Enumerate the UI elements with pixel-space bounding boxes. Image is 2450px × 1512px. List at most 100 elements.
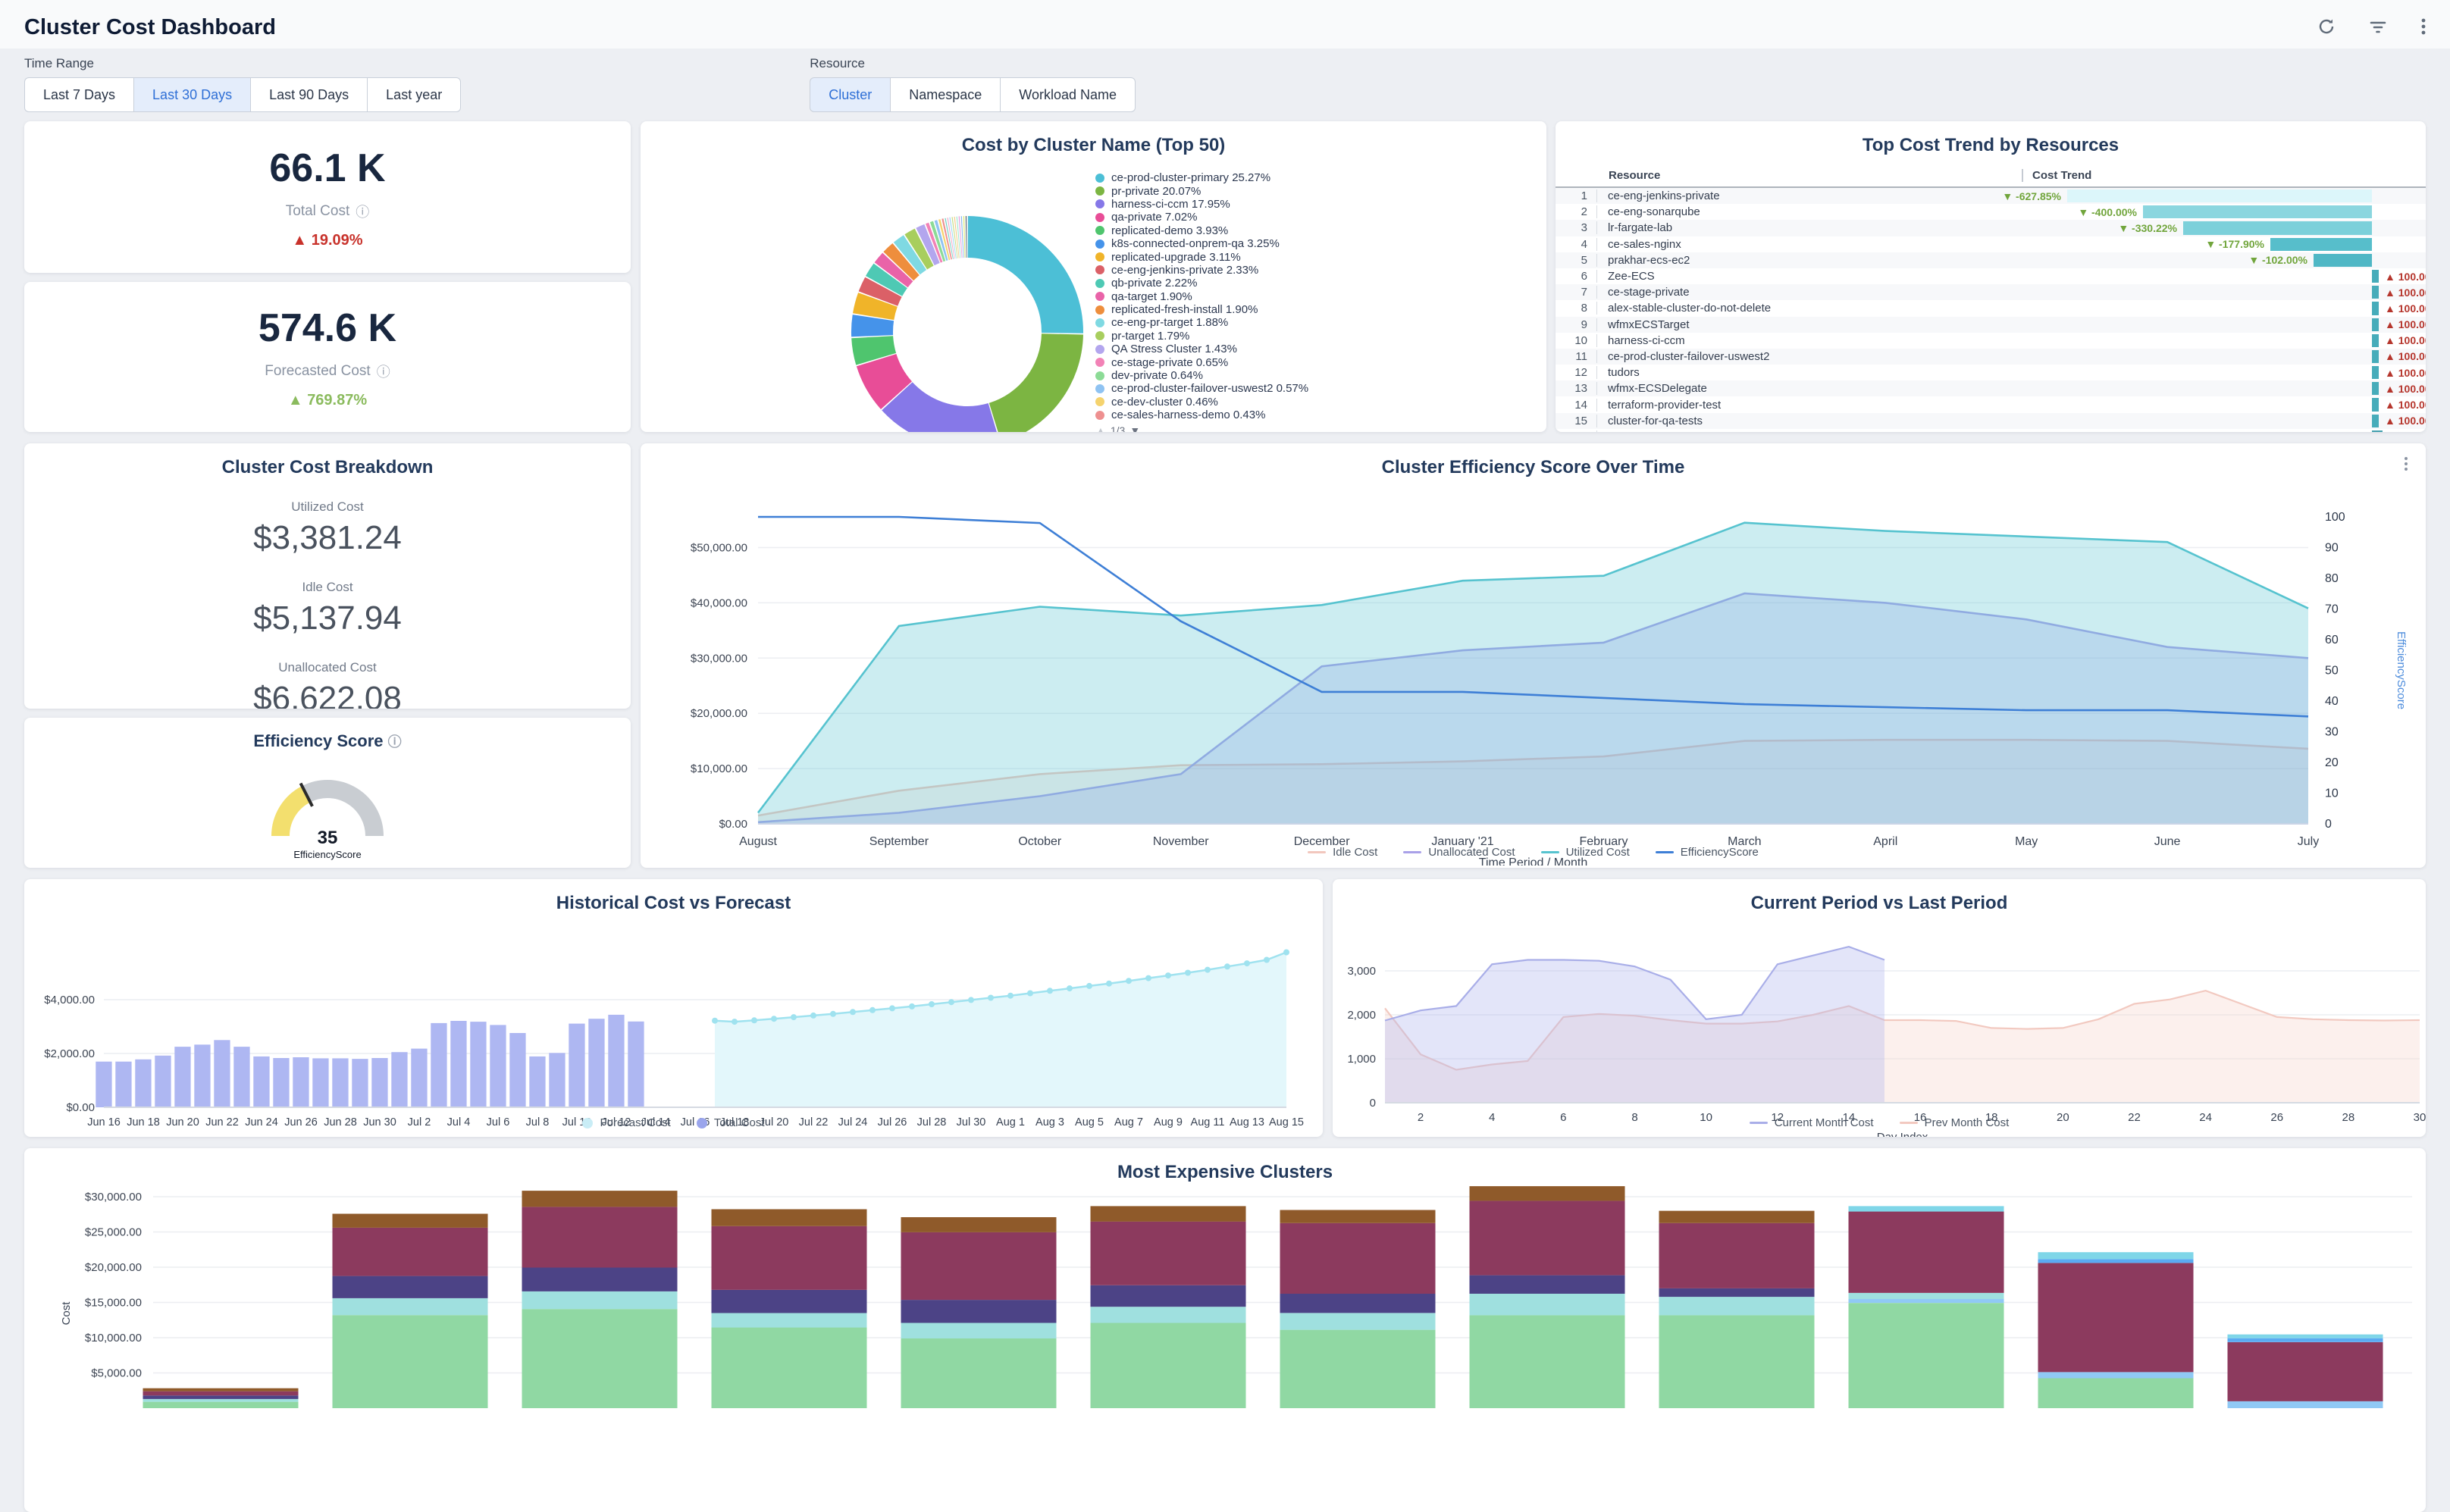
legend-item[interactable]: dev-private 0.64% xyxy=(1095,369,1308,382)
legend-item[interactable]: Total Cost xyxy=(696,1116,765,1129)
svg-text:Aug 13: Aug 13 xyxy=(1230,1116,1264,1129)
time-range-option-last-7-days[interactable]: Last 7 Days xyxy=(24,77,134,112)
resource-option-namespace[interactable]: Namespace xyxy=(890,77,1001,112)
legend-item[interactable]: ce-stage-private 0.65% xyxy=(1095,355,1308,369)
row-rank: 8 xyxy=(1556,302,1597,315)
legend-item[interactable]: ce-sales-harness-demo 0.43% xyxy=(1095,409,1308,421)
total-cost-value: 66.1 K xyxy=(269,146,386,190)
row-cost-trend-bar: ▲ 100.00% xyxy=(2020,268,2426,284)
table-row[interactable]: 2 ce-eng-sonarqube ▼ -400.00% xyxy=(1556,204,2426,220)
svg-text:Jul 8: Jul 8 xyxy=(526,1116,550,1129)
legend-item[interactable]: k8s-connected-onprem-qa 3.25% xyxy=(1095,237,1308,250)
legend-item[interactable]: Unallocated Cost xyxy=(1403,846,1515,859)
legend-label: harness-ci-ccm 17.95% xyxy=(1111,197,1230,211)
legend-item[interactable]: replicated-demo 3.93% xyxy=(1095,224,1308,237)
table-row[interactable]: 5 prakhar-ecs-ec2 ▼ -102.00% xyxy=(1556,252,2426,268)
trend-value: ▲ 100.00% xyxy=(2385,286,2426,299)
legend-label: pr-target 1.79% xyxy=(1111,329,1190,343)
table-row[interactable]: 6 Zee-ECS ▲ 100.00% xyxy=(1556,268,2426,284)
svg-text:Jul 24: Jul 24 xyxy=(838,1116,868,1129)
kebab-menu-icon[interactable] xyxy=(2403,455,2409,476)
top-bar xyxy=(0,0,2450,49)
svg-text:60: 60 xyxy=(2325,634,2339,646)
row-cost-trend-bar: ▼ -330.22% xyxy=(2020,220,2424,236)
table-row[interactable]: 15 cluster-for-qa-tests ▲ 100.00% xyxy=(1556,412,2426,429)
legend-item[interactable]: QA Stress Cluster 1.43% xyxy=(1095,343,1308,355)
time-range-option-last-year[interactable]: Last year xyxy=(367,77,462,112)
svg-text:$30,000.00: $30,000.00 xyxy=(691,652,747,665)
legend-page-up-icon[interactable]: ▲ xyxy=(1095,424,1106,432)
row-rank: 16 xyxy=(1556,430,1597,432)
resource-option-workload-name[interactable]: Workload Name xyxy=(1000,77,1136,112)
svg-text:July: July xyxy=(2298,835,2319,848)
info-icon[interactable]: ⓘ xyxy=(376,364,390,380)
legend-item[interactable]: Prev Month Cost xyxy=(1899,1116,2009,1129)
legend-item[interactable]: qa-target 1.90% xyxy=(1095,290,1308,303)
time-range-option-last-30-days[interactable]: Last 30 Days xyxy=(133,77,251,112)
row-rank: 1 xyxy=(1556,189,1597,203)
legend-item[interactable]: harness-ci-ccm 17.95% xyxy=(1095,198,1308,211)
legend-item[interactable]: replicated-fresh-install 1.90% xyxy=(1095,303,1308,316)
table-row[interactable]: 14 terraform-provider-test ▲ 100.00% xyxy=(1556,396,2426,412)
legend-item[interactable]: pr-target 1.79% xyxy=(1095,330,1308,343)
table-row[interactable]: 10 harness-ci-ccm ▲ 100.00% xyxy=(1556,333,2426,349)
svg-text:30: 30 xyxy=(2414,1111,2426,1124)
svg-text:November: November xyxy=(1153,835,1209,848)
kebab-menu-icon[interactable] xyxy=(2420,17,2427,36)
legend-dot xyxy=(1095,186,1104,196)
table-row[interactable]: 4 ce-sales-nginx ▼ -177.90% xyxy=(1556,236,2426,252)
legend-item[interactable]: Current Month Cost xyxy=(1749,1116,1874,1129)
legend-item[interactable]: Utilized Cost xyxy=(1540,846,1630,859)
total-cost-label: Total Cost xyxy=(285,202,350,219)
efficiency-over-time-card: Cluster Efficiency Score Over Time $0.00… xyxy=(641,443,2426,868)
legend-item[interactable]: Idle Cost xyxy=(1308,846,1377,859)
refresh-icon[interactable] xyxy=(2317,17,2336,36)
row-cost-trend-bar: ▲ 100.00% xyxy=(2020,284,2426,300)
trend-value: ▲ 100.00% xyxy=(2385,415,2426,427)
table-row[interactable]: 11 ce-prod-cluster-failover-uswest2 ▲ 10… xyxy=(1556,348,2426,365)
svg-text:Jul 12: Jul 12 xyxy=(602,1116,631,1129)
legend-dot xyxy=(1095,410,1104,420)
resource-option-cluster[interactable]: Cluster xyxy=(810,77,891,112)
svg-text:$10,000.00: $10,000.00 xyxy=(85,1332,142,1345)
legend-item[interactable]: ce-dev-cluster 0.46% xyxy=(1095,396,1308,409)
row-resource: harness-ci-ccm xyxy=(1608,333,1685,347)
table-row[interactable]: 13 wfmx-ECSDelegate ▲ 100.00% xyxy=(1556,380,2426,397)
table-row[interactable]: 8 alex-stable-cluster-do-not-delete ▲ 10… xyxy=(1556,300,2426,316)
legend-page-down-icon[interactable]: ▼ xyxy=(1129,424,1141,432)
table-row[interactable]: 3 lr-fargate-lab ▼ -330.22% xyxy=(1556,220,2426,236)
column-header-resource[interactable]: Resource xyxy=(1609,168,1661,182)
legend-item[interactable]: Forecast Cost xyxy=(582,1116,671,1129)
legend-item[interactable]: EfficiencyScore xyxy=(1655,846,1759,859)
svg-text:Jun 20: Jun 20 xyxy=(166,1116,199,1129)
legend-item[interactable]: ce-eng-pr-target 1.88% xyxy=(1095,316,1308,329)
gauge-value: 35 xyxy=(317,828,338,848)
table-row[interactable]: 12 tudors ▲ 100.00% xyxy=(1556,365,2426,380)
legend-item[interactable]: replicated-upgrade 3.11% xyxy=(1095,250,1308,264)
legend-item[interactable]: pr-private 20.07% xyxy=(1095,184,1308,198)
row-rank: 5 xyxy=(1556,253,1597,267)
legend-item[interactable]: qa-private 7.02% xyxy=(1095,211,1308,224)
table-row[interactable]: 7 ce-stage-private ▲ 100.00% xyxy=(1556,284,2426,301)
legend-item[interactable]: ce-prod-cluster-failover-uswest2 0.57% xyxy=(1095,382,1308,395)
svg-text:18: 18 xyxy=(1985,1111,1998,1124)
resource-filter: Resource Cluster Namespace Workload Name xyxy=(810,56,1136,112)
table-row[interactable]: 16 default ▲ 84.39% xyxy=(1556,429,2426,432)
row-resource: ce-eng-sonarqube xyxy=(1608,205,1700,219)
row-rank: 13 xyxy=(1556,382,1597,396)
svg-text:Jul 6: Jul 6 xyxy=(487,1116,510,1129)
row-cost-trend-bar: ▼ -177.90% xyxy=(2020,236,2424,252)
column-header-cost-trend[interactable]: Cost Trend xyxy=(2022,168,2091,182)
legend-item[interactable]: ce-eng-jenkins-private 2.33% xyxy=(1095,264,1308,277)
info-icon[interactable]: ⓘ xyxy=(356,204,370,220)
expensive-chart-title: Most Expensive Clusters xyxy=(1117,1162,1333,1182)
table-row[interactable]: 9 wfmxECSTarget ▲ 100.00% xyxy=(1556,316,2426,333)
time-range-option-last-90-days[interactable]: Last 90 Days xyxy=(250,77,368,112)
filter-icon[interactable] xyxy=(2368,17,2388,36)
legend-item[interactable]: qb-private 2.22% xyxy=(1095,277,1308,290)
table-row[interactable]: 1 ce-eng-jenkins-private ▼ -627.85% xyxy=(1556,188,2426,205)
row-resource: lr-fargate-lab xyxy=(1608,221,1673,235)
legend-item[interactable]: ce-prod-cluster-primary 25.27% xyxy=(1095,171,1308,184)
legend-label: dev-private 0.64% xyxy=(1111,369,1203,383)
info-icon[interactable]: ⓘ xyxy=(387,734,402,750)
